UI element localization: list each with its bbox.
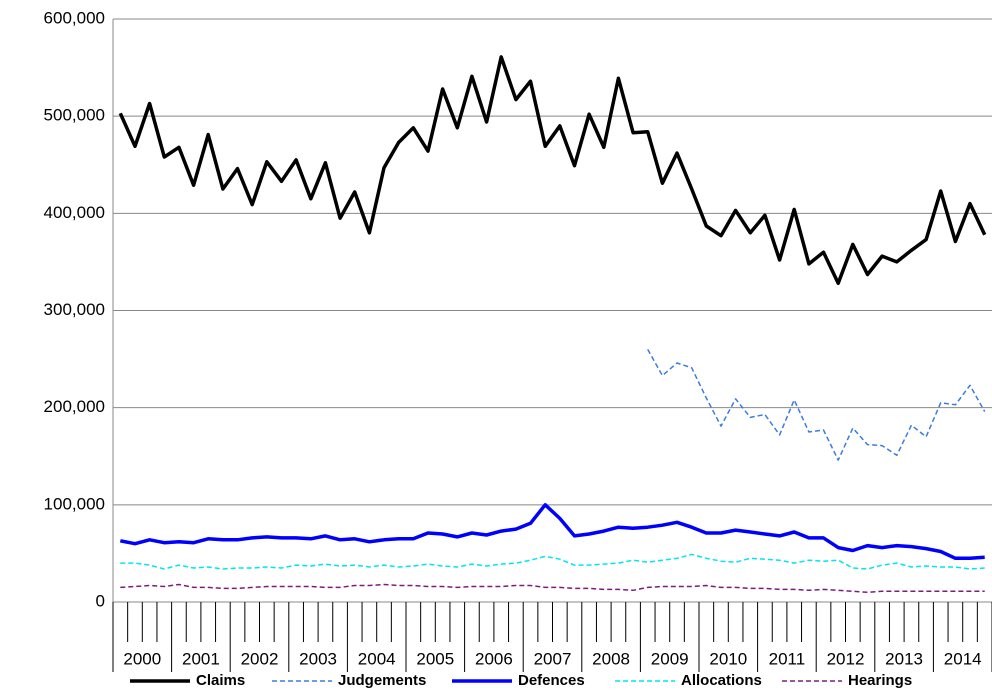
x-tick-label: 2005	[416, 649, 454, 668]
legend-label: Hearings	[848, 672, 912, 689]
x-tick-label: 2013	[885, 649, 923, 668]
x-tick-label: 2001	[182, 649, 220, 668]
legend-label: Judgements	[338, 672, 426, 689]
x-tick-label: 2011	[769, 649, 806, 668]
y-tick-label: 100,000	[44, 494, 105, 513]
x-tick-label: 2002	[241, 649, 279, 668]
x-tick-label: 2000	[123, 649, 161, 668]
x-tick-label: 2004	[358, 649, 396, 668]
series-line	[118, 55, 987, 286]
y-tick-label: 300,000	[44, 300, 105, 319]
legend-label: Defences	[518, 672, 585, 689]
series-line	[119, 503, 985, 561]
y-tick-label: 0	[96, 591, 105, 610]
legend: Claims Judgements Defences Allocations Heari…	[130, 672, 912, 689]
y-tick-label: 400,000	[44, 203, 105, 222]
x-tick-label: 2010	[709, 649, 747, 668]
x-tick-label: 2008	[592, 649, 630, 668]
y-tick-label: 600,000	[44, 8, 105, 27]
legend-label: Claims	[196, 672, 245, 689]
x-tick-label: 2014	[944, 649, 982, 668]
x-tick-label: 2006	[475, 649, 513, 668]
series-line	[120, 553, 985, 570]
x-tick-label: 2012	[827, 649, 865, 668]
series-line	[647, 349, 986, 461]
series-line	[120, 583, 985, 594]
x-tick-label: 2009	[651, 649, 689, 668]
y-tick-label: 500,000	[44, 106, 105, 125]
x-tick-label: 2003	[299, 649, 337, 668]
y-tick-label: 200,000	[44, 397, 105, 416]
legend-label: Allocations	[681, 672, 762, 689]
x-tick-label: 2007	[534, 649, 572, 668]
